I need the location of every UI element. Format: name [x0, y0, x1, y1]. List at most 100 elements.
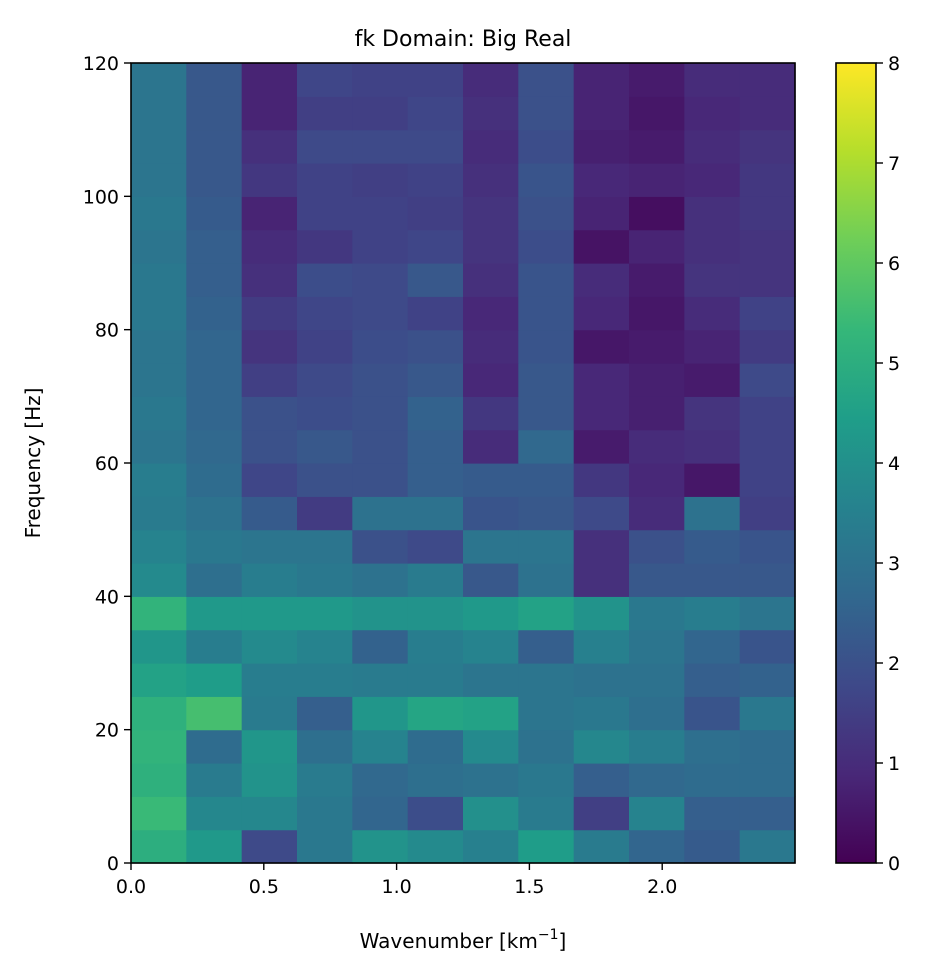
heatmap-cell	[463, 663, 519, 697]
heatmap-cell	[739, 663, 796, 697]
x-tick-label: 0.5	[249, 876, 279, 898]
heatmap-cell	[352, 463, 409, 497]
heatmap-cell	[739, 829, 796, 864]
heatmap-cell	[407, 663, 464, 697]
heatmap-cell	[352, 696, 409, 731]
y-axis-label: Frequency [Hz]	[21, 388, 45, 539]
heatmap-cell	[131, 396, 187, 431]
heatmap-cell	[573, 596, 630, 631]
x-axis-label-close: ]	[559, 929, 567, 953]
heatmap-cell	[186, 229, 243, 264]
heatmap-cell	[131, 629, 187, 664]
heatmap-cell	[518, 129, 575, 164]
heatmap-cell	[297, 563, 353, 597]
heatmap-cell	[131, 796, 187, 831]
heatmap-cell	[186, 829, 243, 864]
heatmap-cell	[463, 696, 519, 731]
heatmap-cell	[297, 529, 353, 564]
heatmap-cell	[241, 729, 298, 764]
heatmap-cell	[629, 229, 685, 264]
heatmap-cell	[131, 96, 187, 131]
heatmap-cell	[297, 763, 353, 797]
x-tick-label: 0.0	[116, 876, 146, 898]
heatmap-cell	[131, 63, 187, 97]
heatmap-cell	[407, 463, 464, 497]
heatmap-cell	[407, 229, 464, 264]
heatmap-cell	[684, 363, 741, 397]
heatmap-cell	[186, 63, 243, 97]
heatmap-cell	[186, 463, 243, 497]
heatmap-cell	[131, 696, 187, 731]
heatmap-cell	[518, 663, 575, 697]
heatmap-cell	[352, 629, 409, 664]
heatmap-cell	[186, 329, 243, 364]
chart-title: fk Domain: Big Real	[355, 27, 572, 52]
heatmap-cell	[241, 229, 298, 264]
heatmap-cell	[684, 129, 741, 164]
heatmap-cell	[241, 463, 298, 497]
heatmap-cell	[186, 529, 243, 564]
heatmap-cell	[684, 796, 741, 831]
heatmap-cell	[131, 663, 187, 697]
heatmap-cell	[297, 829, 353, 864]
heatmap-cell	[629, 729, 685, 764]
heatmap-cell	[186, 563, 243, 597]
heatmap-cell	[241, 496, 298, 531]
heatmap-cell	[629, 663, 685, 697]
x-tick-label: 2.0	[647, 876, 677, 898]
heatmap-cell	[518, 96, 575, 131]
heatmap-cell	[684, 396, 741, 431]
heatmap-cell	[629, 763, 685, 797]
heatmap-cell	[241, 563, 298, 597]
heatmap-cell	[684, 696, 741, 731]
heatmap-cell	[573, 729, 630, 764]
heatmap-cell	[739, 96, 796, 131]
heatmap-cell	[629, 396, 685, 431]
heatmap-cell	[241, 163, 298, 197]
heatmap-cell	[297, 263, 353, 297]
heatmap-cell	[573, 529, 630, 564]
heatmap-cell	[297, 629, 353, 664]
heatmap-cell	[518, 729, 575, 764]
heatmap-cell	[573, 163, 630, 197]
x-axis-label-superscript: −1	[538, 927, 559, 943]
heatmap-cell	[684, 263, 741, 297]
heatmap-cell	[463, 829, 519, 864]
heatmap-cell	[573, 829, 630, 864]
heatmap-cell	[739, 463, 796, 497]
heatmap-cell	[463, 396, 519, 431]
heatmap-cell	[407, 396, 464, 431]
heatmap-cell	[518, 696, 575, 731]
heatmap-cell	[573, 563, 630, 597]
heatmap-cell	[463, 529, 519, 564]
heatmap-cell	[131, 129, 187, 164]
heatmap-cell	[518, 763, 575, 797]
heatmap-cell	[131, 429, 187, 464]
heatmap-cell	[407, 263, 464, 297]
heatmap-cell	[352, 163, 409, 197]
heatmap-cell	[297, 796, 353, 831]
colorbar	[836, 63, 876, 863]
y-tick-label: 100	[83, 186, 119, 208]
heatmap-cell	[463, 129, 519, 164]
heatmap-cell	[463, 63, 519, 97]
heatmap-cell	[518, 163, 575, 197]
colorbar-tick-label: 1	[888, 753, 900, 775]
heatmap-cell	[739, 196, 796, 231]
heatmap-cell	[352, 263, 409, 297]
heatmap-cell	[352, 529, 409, 564]
heatmap-cell	[186, 796, 243, 831]
heatmap-cell	[241, 629, 298, 664]
y-tick-label: 80	[95, 320, 119, 342]
heatmap-cell	[573, 363, 630, 397]
heatmap-cell	[684, 629, 741, 664]
heatmap-cell	[629, 463, 685, 497]
heatmap-cell	[352, 96, 409, 131]
heatmap-cell	[463, 463, 519, 497]
heatmap-cell	[297, 496, 353, 531]
heatmap-cell	[407, 163, 464, 197]
heatmap-cell	[241, 129, 298, 164]
heatmap-cell	[518, 329, 575, 364]
heatmap-cell	[352, 596, 409, 631]
